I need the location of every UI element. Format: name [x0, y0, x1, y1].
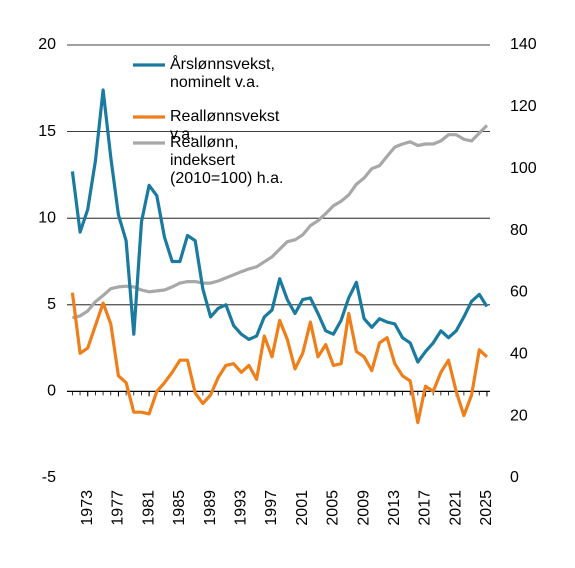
y2-tick-label: 120	[510, 98, 537, 115]
y2-tick-label: 80	[510, 222, 528, 239]
y2-tick-label: 20	[510, 407, 528, 424]
y2-tick-label: 60	[510, 284, 528, 301]
y-tick-label: 10	[38, 209, 56, 226]
x-tick-label: 1973	[79, 490, 96, 526]
x-tick-label: 2005	[325, 490, 342, 526]
x-tick-label: 2017	[417, 490, 434, 526]
legend-label: Reallønn, indeksert (2010=100) h.a.	[170, 134, 284, 187]
x-tick-label: 2001	[294, 490, 311, 526]
x-tick-label: 2021	[447, 490, 464, 526]
x-tick-label: 1977	[110, 490, 127, 526]
x-tick-label: 1993	[232, 490, 249, 526]
series-line	[70, 88, 489, 364]
y-tick-label: -5	[42, 469, 56, 486]
y2-tick-label: 140	[510, 36, 537, 53]
y2-tick-label: 0	[510, 469, 519, 486]
y-tick-label: 20	[38, 36, 56, 53]
x-tick-label: 2025	[478, 490, 495, 526]
x-tick-label: 2009	[355, 490, 372, 526]
x-tick-label: 1989	[202, 490, 219, 526]
y-tick-label: 0	[47, 383, 56, 400]
series-line	[70, 292, 488, 425]
legend-label: Årslønnsvekst, nominelt v.a.	[170, 56, 275, 91]
series-line	[72, 124, 489, 320]
y-tick-label: 5	[47, 296, 56, 313]
legend-label: Reallønnsvekst v.a.	[170, 108, 280, 143]
y2-tick-label: 40	[510, 346, 528, 363]
x-tick-label: 1997	[263, 490, 280, 526]
y2-tick-label: 100	[510, 160, 537, 177]
x-tick-label: 2013	[386, 490, 403, 526]
x-tick-label: 1985	[171, 490, 188, 526]
x-tick-label: 1981	[140, 490, 157, 526]
y-tick-label: 15	[38, 123, 56, 140]
